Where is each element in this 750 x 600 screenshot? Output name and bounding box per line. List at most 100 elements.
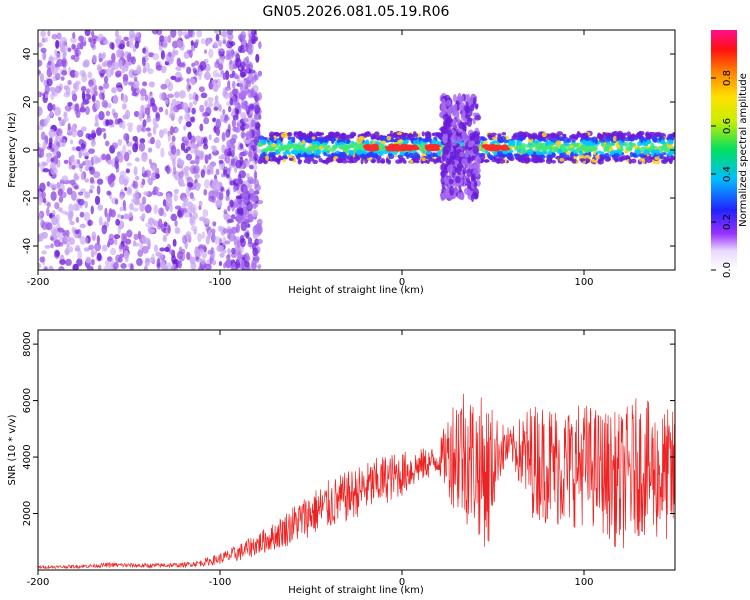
spectrogram-cell bbox=[427, 143, 434, 147]
spectrogram-cell bbox=[583, 147, 587, 152]
spectrogram-cell bbox=[156, 258, 161, 268]
spectrogram-cell bbox=[226, 228, 234, 234]
spectrogram-cell bbox=[324, 147, 329, 152]
spectrogram-cell bbox=[65, 258, 72, 267]
spectrogram-cell bbox=[75, 244, 81, 251]
spectrogram-cell bbox=[143, 191, 150, 196]
spectrogram-cell bbox=[207, 101, 214, 108]
snr-xtick-label: -100 bbox=[209, 577, 232, 588]
spectrogram-cell bbox=[555, 140, 562, 146]
spectrogram-cell bbox=[58, 196, 64, 203]
spectrogram-cell bbox=[620, 132, 625, 136]
spectrogram-cell bbox=[245, 130, 252, 141]
spectrogram-cell bbox=[38, 262, 42, 269]
spectrogram-cell bbox=[440, 170, 447, 178]
spectrogram-cell bbox=[269, 131, 275, 137]
spectrogram-cell bbox=[539, 143, 543, 148]
spectrogram-cell bbox=[142, 119, 147, 128]
spectrogram-cell bbox=[75, 146, 81, 152]
spectrogram-cell bbox=[237, 173, 242, 181]
spectrogram-cell bbox=[446, 164, 454, 174]
spectrogram-cell bbox=[100, 53, 105, 60]
spectrogram-cell bbox=[125, 168, 130, 174]
spectrogram-cell bbox=[242, 90, 248, 97]
spectrogram-cell bbox=[231, 119, 237, 128]
spectrogram-cell bbox=[425, 138, 430, 143]
spectrogram-cell bbox=[233, 74, 240, 80]
spectrogram-cell bbox=[101, 224, 108, 235]
spectrogram-cell bbox=[107, 241, 111, 248]
spectrogram-cell bbox=[461, 130, 467, 141]
snr-xtick-label: 0 bbox=[399, 577, 405, 588]
spectrogram-cell bbox=[256, 238, 263, 245]
spectrogram-cell bbox=[456, 111, 460, 121]
spectrogram-cell bbox=[159, 92, 165, 101]
spectrogram-cell bbox=[133, 69, 140, 75]
spectrogram-cell bbox=[46, 115, 51, 123]
spectrogram-cell bbox=[231, 134, 238, 140]
spectrogram-cell bbox=[313, 143, 319, 148]
spectrogram-cell bbox=[116, 49, 122, 58]
spectrogram-cell bbox=[243, 139, 251, 144]
spectrogram-cell bbox=[177, 178, 184, 186]
spectrogram-cell bbox=[570, 151, 575, 158]
spectrogram-cell bbox=[237, 251, 242, 262]
spectrogram-cell bbox=[564, 142, 570, 146]
spectrogram-cell bbox=[180, 142, 186, 151]
spectrogram-cell bbox=[458, 121, 465, 130]
spectrogram-cell bbox=[440, 163, 447, 172]
spectrogram-cell bbox=[660, 140, 666, 145]
spectrogram-cell bbox=[654, 148, 661, 155]
spectrogram-cell bbox=[173, 91, 180, 99]
spectrogram-cell bbox=[207, 229, 212, 240]
spectrogram-cell bbox=[172, 165, 177, 175]
spectrogram-cell bbox=[171, 135, 176, 143]
spectrogram-cell bbox=[94, 242, 102, 252]
spectrogram-cell bbox=[177, 157, 182, 165]
spectrogram-cell bbox=[40, 219, 45, 229]
spectrogram-cell bbox=[134, 157, 140, 162]
spectrogram-cell bbox=[224, 154, 231, 164]
spectrogram-cell bbox=[287, 140, 292, 144]
spectrogram-cell bbox=[80, 85, 87, 92]
spectrogram-cell bbox=[52, 229, 60, 239]
spectrogram-cell bbox=[170, 152, 177, 162]
spectrogram-cell bbox=[455, 175, 461, 184]
spectrogram-cell bbox=[340, 133, 345, 139]
spectrogram-cell bbox=[229, 41, 236, 47]
spectrogram-cell bbox=[127, 186, 132, 194]
spectrogram-cell bbox=[363, 141, 370, 145]
spectrogram-cell bbox=[532, 140, 540, 144]
spectrogram-cell bbox=[225, 173, 230, 179]
spectrogram-cell bbox=[606, 157, 612, 161]
colorbar-gradient bbox=[711, 30, 737, 270]
colorbar-tick-label: 0.4 bbox=[722, 166, 733, 182]
spectrogram-cell bbox=[147, 147, 153, 153]
spectrogram-cell bbox=[222, 249, 227, 254]
spectrogram-cell bbox=[267, 141, 271, 145]
spectrogram-cell bbox=[468, 156, 475, 161]
snr-ylabel: SNR (10 * v/v) bbox=[7, 414, 18, 485]
spectrogram-cell bbox=[70, 73, 76, 78]
spectrogram-cell bbox=[208, 48, 214, 59]
spectrogram-cell bbox=[548, 144, 553, 149]
spectrogram-cell bbox=[507, 152, 513, 158]
spectrogram-cell bbox=[265, 154, 270, 161]
spectrogram-cell bbox=[445, 99, 452, 107]
spectrogram-cell bbox=[444, 144, 452, 153]
spectrogram-cell bbox=[38, 124, 44, 131]
spectrogram-cell bbox=[381, 146, 386, 151]
spectrogram-cell bbox=[218, 261, 223, 267]
spectrogram-cell bbox=[541, 132, 547, 138]
spectrogram-cell bbox=[186, 251, 191, 261]
spectrogram-cell bbox=[113, 112, 119, 119]
spectrogram-cell bbox=[377, 150, 382, 155]
spectrogram-cell bbox=[137, 230, 142, 240]
spectrogram-cell bbox=[386, 135, 392, 141]
spectrogram-cell bbox=[455, 132, 462, 137]
spectrogram-cell bbox=[189, 165, 197, 175]
spectrogram-cell bbox=[78, 35, 84, 42]
spectrogram-cell bbox=[496, 151, 502, 157]
spectrogram-cell bbox=[288, 157, 294, 161]
spectrogram-cell bbox=[309, 132, 314, 136]
